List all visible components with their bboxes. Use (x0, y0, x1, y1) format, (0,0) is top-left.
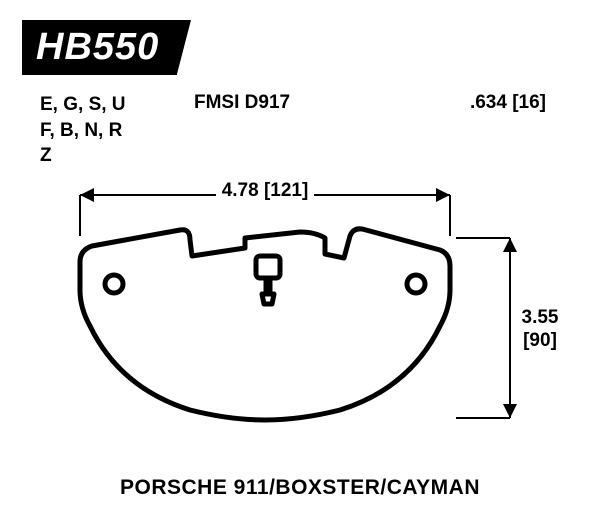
thickness-mm: 16 (519, 92, 540, 113)
width-dimension: 4.78 [121] (80, 180, 450, 202)
fmsi-code: FMSI D917 (194, 92, 290, 114)
part-number-badge: HB550 (22, 20, 177, 75)
compound-codes: E, G, S, U F, B, N, R Z (40, 92, 126, 169)
height-mm: 90 (529, 330, 550, 351)
codes-line-1: E, G, S, U (40, 92, 126, 118)
width-mm: 121 (270, 180, 302, 201)
brake-pad-diagram (40, 160, 560, 460)
height-inches: 3.55 (522, 307, 559, 328)
height-dimension: 3.55 [90] (510, 240, 570, 420)
thickness-dimension: .634 [16] (470, 92, 546, 114)
width-inches: 4.78 (222, 180, 259, 201)
height-dimension-line (456, 238, 517, 418)
codes-line-2: F, B, N, R (40, 118, 126, 144)
brake-pad-outline (80, 229, 450, 420)
application-label: PORSCHE 911/BOXSTER/CAYMAN (0, 476, 600, 500)
part-number: HB550 (36, 26, 159, 68)
thickness-inches: .634 (470, 92, 507, 113)
